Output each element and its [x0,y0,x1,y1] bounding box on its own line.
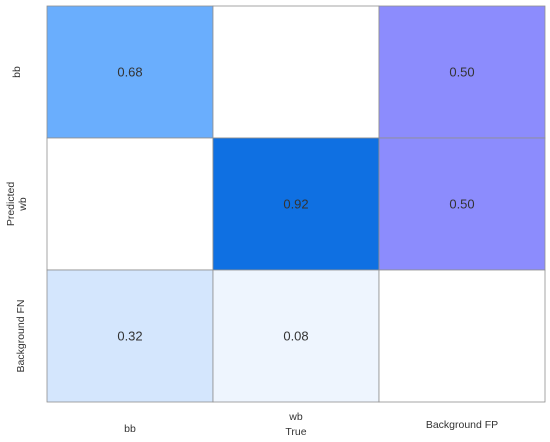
y-tick-label-bb: bb [11,66,23,78]
heatmap-cell-bb-background-fp [378,5,546,139]
heatmap-cell-labels: 0.68 0.50 0.92 0.50 0.32 0.08 [117,65,474,344]
heatmap-cell-bb-bb [46,5,214,139]
heatmap-cell-background-fn-wb [212,269,380,403]
y-tick-label-wb: wb [17,197,29,212]
heatmap-cell-wb-background-fp [378,137,546,271]
y-axis-title: Predicted [5,182,17,227]
cell-value-label: 0.50 [449,65,474,80]
y-axis-ticks: bb wb Background FN [11,66,29,372]
heatmap-cells [46,5,546,403]
heatmap-cell-wb-bb [46,137,214,271]
x-tick-label-background-fp: Background FP [426,419,498,431]
x-axis-title: True [285,426,306,438]
cell-value-label: 0.92 [283,197,308,212]
cell-value-label: 0.68 [117,65,142,80]
heatmap-cell-bb-wb [212,5,380,139]
heatmap-cell-background-fn-background-fp [378,269,546,403]
cell-value-label: 0.50 [449,197,474,212]
heatmap-cell-background-fn-bb [46,269,214,403]
x-axis-ticks: bb wb Background FP [124,411,498,435]
heatmap-cell-wb-wb [212,137,380,271]
cell-value-label: 0.32 [117,329,142,344]
y-tick-label-background-fn: Background FN [15,300,27,373]
x-tick-label-wb: wb [288,411,303,423]
cell-value-label: 0.08 [283,329,308,344]
x-tick-label-bb: bb [124,423,136,435]
